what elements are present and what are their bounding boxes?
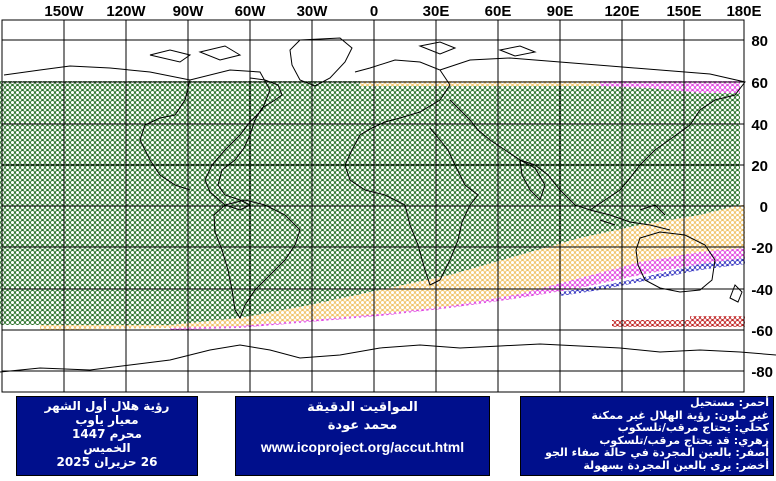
legend-panel: أحمر: مستحيل غير ملون: رؤية الهلال غير م…: [520, 396, 774, 476]
zone-red: [612, 320, 745, 327]
zone-red-2: [690, 316, 745, 322]
coastlines: [0, 37, 776, 373]
accurate-times-title: المواقيت الدقيقة: [307, 400, 418, 415]
legend-item-green: أخضر: يرى بالعين المجردة بسهولة: [583, 458, 769, 472]
latitude-labels: 80 60 40 20 0 -20 -40 -60 -80: [751, 33, 773, 381]
coast-arctic-islands: [149, 41, 537, 63]
coast-asia: [439, 57, 746, 211]
lon-label: 150W: [44, 3, 84, 20]
zone-yellow: [40, 205, 745, 330]
longitude-labels: 150W 120W 90W 60W 30W 0 30E 60E 90E 120E…: [44, 3, 761, 20]
lon-label: 30W: [297, 3, 329, 20]
lon-label: 60E: [485, 3, 512, 20]
coast-antarctica: [0, 343, 776, 373]
info-panel-left: رؤية هلال أول الشهر معيار ياوب محرم 1447…: [16, 396, 198, 476]
zone-green: [0, 81, 740, 325]
lat-label: -80: [751, 364, 773, 381]
zone-pink: [170, 248, 745, 330]
legend-item-none: غير ملون: رؤية الهلال غير ممكنة: [591, 408, 769, 422]
weekday: الخميس: [83, 441, 131, 455]
info-panel-middle: المواقيت الدقيقة محمد عودة www.icoprojec…: [235, 396, 490, 476]
lon-label: 120E: [604, 3, 639, 20]
criterion-label: معيار ياوب: [75, 413, 139, 427]
legend-item-pink: زهري: قد يحتاج مرقب/تلسكوب: [599, 433, 769, 447]
lon-label: 180E: [726, 3, 761, 20]
grid: [1, 19, 745, 393]
coast-europe-africa: [344, 59, 479, 286]
lon-label: 90E: [547, 3, 574, 20]
coast-new-zealand: [729, 284, 743, 303]
visibility-map: 150W 120W 90W 60W 30W 0 30E 60E 90E 120E…: [0, 3, 776, 393]
lon-label: 120W: [106, 3, 146, 20]
coast-india: [519, 159, 546, 201]
lat-label: 0: [760, 199, 768, 216]
coast-australia: [635, 231, 716, 293]
lat-label: -20: [751, 240, 773, 257]
author-name: محمد عودة: [327, 418, 398, 433]
hijri-month: محرم 1447: [72, 427, 142, 441]
lat-label: 20: [751, 158, 768, 175]
lat-label: 80: [751, 33, 768, 50]
visibility-zones: [0, 81, 745, 330]
zone-top-pink: [600, 81, 740, 93]
lat-label: -60: [751, 323, 773, 340]
coast-indonesia: [589, 204, 671, 231]
lat-label: 40: [751, 117, 768, 134]
lat-label: 60: [751, 75, 768, 92]
legend-item-navy: كحلي: يحتاج مرقب/تلسكوب: [617, 421, 769, 435]
coast-greenland: [289, 37, 353, 87]
lat-label: -40: [751, 282, 773, 299]
website-link[interactable]: www.icoproject.org/accut.html: [260, 439, 465, 455]
gregorian-date: 26 حزيران 2025: [56, 455, 158, 469]
lon-label: 0: [370, 3, 378, 20]
legend-item-red: أحمر: مستحيل: [690, 396, 769, 409]
lon-label: 30E: [423, 3, 450, 20]
legend-item-yellow: أصفر: بالعين المجردة في حالة صفاء الجو: [545, 446, 769, 460]
lon-label: 60W: [235, 3, 267, 20]
lon-label: 150E: [666, 3, 701, 20]
lon-label: 90W: [173, 3, 205, 20]
zone-navy: [560, 258, 745, 296]
info-title: رؤية هلال أول الشهر: [44, 399, 170, 413]
